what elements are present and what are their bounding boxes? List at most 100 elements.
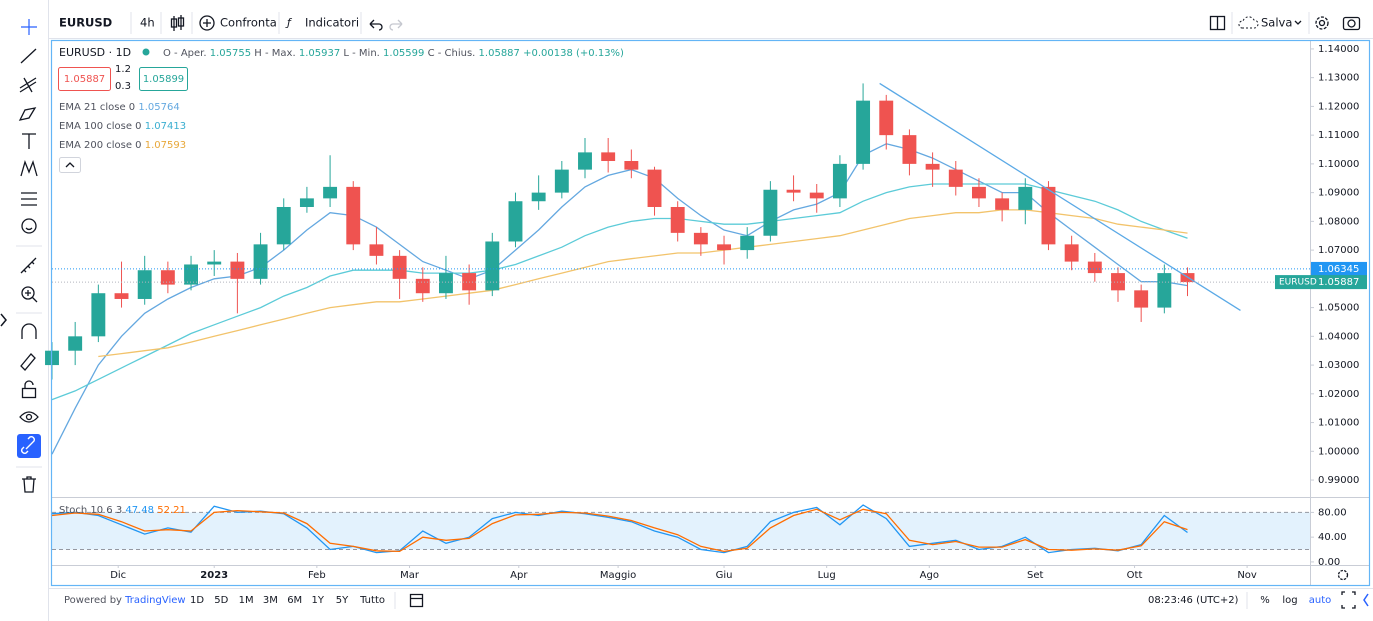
last-price-tag [1275, 275, 1367, 290]
ohlc-legend: O - Aper. 1.05755 H - Max. 1.05937 L - M… [163, 48, 624, 59]
hide-tool[interactable] [19, 411, 39, 423]
delete-tool[interactable] [22, 476, 36, 493]
range-button[interactable]: 1D [190, 595, 204, 606]
range-button[interactable]: 1M [239, 595, 254, 606]
fib-tool[interactable] [19, 77, 37, 93]
fullscreen-button[interactable] [1341, 591, 1356, 609]
y-tick-label: 1.05000 [1318, 303, 1359, 314]
candle-body [508, 201, 523, 242]
settings-button[interactable] [1315, 16, 1329, 30]
high-label: H - Max. [254, 48, 295, 59]
icon-stroke [25, 227, 33, 231]
layout-button[interactable] [1209, 15, 1226, 31]
sell-price: 1.05887 [64, 74, 105, 85]
symbol-button[interactable]: EURUSD [59, 16, 112, 30]
auto-button[interactable]: auto [1309, 595, 1332, 606]
last-price-value: 1.05887 [1318, 277, 1359, 288]
pane: 1.14000 1.13000 1.12000 1.11000 1.10000 1.090… [45, 44, 1367, 581]
icon-stroke [24, 380, 34, 388]
range-button[interactable]: Tutto [359, 595, 385, 606]
candle-body [68, 336, 83, 351]
y-tick-label: 0.00 [1318, 557, 1340, 568]
x-tick-label: Maggio [600, 570, 636, 581]
compare-button[interactable]: Confronta [199, 15, 277, 31]
axis-settings[interactable] [1337, 569, 1349, 581]
candle-body [415, 278, 430, 294]
y-tick-label: 1.12000 [1318, 101, 1359, 112]
undo-button[interactable] [369, 19, 383, 31]
lock-tool[interactable] [21, 380, 37, 399]
collapse-legend[interactable] [59, 157, 81, 173]
series-line [51, 508, 1188, 553]
interval-button[interactable]: 4h [140, 16, 155, 30]
icon-stroke [177, 17, 185, 27]
zoom-tool[interactable] [21, 286, 38, 303]
candle-body [369, 244, 384, 256]
x-tick-label: Apr [510, 570, 528, 581]
sell-button[interactable] [58, 67, 111, 91]
stoch-k-value: 47.48 [125, 505, 154, 516]
icon-tool[interactable] [21, 218, 37, 234]
x-tick-label: 2023 [200, 570, 228, 581]
candle-body [693, 232, 708, 245]
buy-button[interactable] [139, 67, 188, 91]
candle-body [230, 261, 245, 279]
candle-body [670, 206, 685, 233]
icon-stroke [203, 19, 211, 27]
icon-stroke [1318, 19, 1326, 27]
chart-type-button[interactable] [170, 15, 185, 31]
range-button[interactable]: 5Y [336, 595, 349, 606]
range-button[interactable]: 1Y [312, 595, 325, 606]
x-tick-label: Ago [920, 570, 939, 581]
brush-tool[interactable] [18, 107, 37, 121]
range-buttons: 1D 5D 1M 3M 6M 1Y 5Y Tutto [190, 595, 385, 606]
date-range-button[interactable] [409, 593, 424, 608]
magnet-tool[interactable] [21, 323, 37, 339]
prediction-tool[interactable] [21, 192, 37, 206]
candle-body [902, 135, 917, 164]
series-line [51, 183, 1188, 401]
candle-body [1087, 261, 1102, 274]
measure-tool[interactable] [20, 257, 37, 274]
pane: 80.00 40.00 0.00 [51, 504, 1347, 568]
sync-tool[interactable] [17, 434, 41, 458]
y-tick-label: 1.10000 [1318, 159, 1359, 170]
change-value: +0.00138 (+0.13%) [523, 48, 624, 59]
x-tick-label: Ott [1127, 570, 1143, 581]
x-tick-label: Mar [400, 570, 420, 581]
draw-lock-tool[interactable] [20, 353, 36, 371]
snapshot-button[interactable] [1342, 16, 1361, 31]
y-tick-label: 1.01000 [1318, 418, 1359, 429]
range-button[interactable]: 6M [287, 595, 302, 606]
percent-button[interactable]: % [1260, 595, 1270, 606]
text-tool[interactable] [22, 133, 36, 149]
indicators-button[interactable]: ƒ Indicatori [285, 16, 359, 30]
collapse-panel[interactable] [1363, 593, 1369, 607]
close-value: 1.05887 [479, 48, 520, 59]
icon-stroke [1337, 569, 1349, 581]
crosshair-tool[interactable] [21, 19, 37, 35]
pattern-tool[interactable] [20, 159, 38, 177]
icon-stroke [25, 290, 38, 303]
log-button[interactable]: log [1282, 595, 1297, 606]
trendline-tool[interactable] [20, 48, 37, 64]
y-tick-label: 1.09000 [1318, 188, 1359, 199]
fx-icon: ƒ [285, 16, 293, 29]
expand-arrow[interactable] [0, 313, 7, 327]
save-button[interactable]: Salva [1238, 16, 1302, 30]
range-button[interactable]: 3M [263, 595, 278, 606]
candle-body [948, 169, 963, 187]
ema-legend: EMA 200 close 0 1.07593 [59, 140, 186, 151]
powered-label: Powered by [64, 595, 122, 606]
redo-button[interactable] [389, 19, 403, 31]
icon-stroke [19, 411, 39, 423]
icon-stroke [1342, 16, 1361, 31]
chevron [65, 162, 75, 168]
icon-stroke [21, 286, 35, 300]
y-tick-label: 1.07000 [1318, 245, 1359, 256]
range-button[interactable]: 5D [214, 595, 228, 606]
market-status [142, 48, 150, 56]
powered-by[interactable]: Powered by TradingView [64, 595, 186, 606]
